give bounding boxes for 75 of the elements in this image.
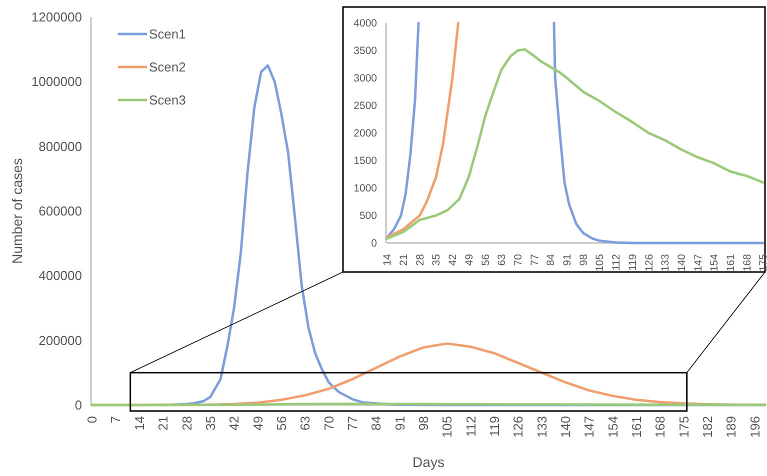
x-tick-label: 119 [486,416,502,437]
y-axis-title: Number of cases [9,158,25,264]
x-tick-label: 14 [382,254,394,266]
x-tick-label: 84 [368,416,384,430]
legend-label: Scen1 [149,26,186,42]
x-tick-label: 14 [132,416,147,430]
x-tick-label: 91 [562,254,574,266]
y-tick-label: 4000 [354,18,378,30]
x-tick-label: 63 [496,254,508,266]
x-tick-label: 140 [676,254,688,272]
x-tick-label: 21 [156,416,171,430]
x-tick-label: 105 [440,416,455,438]
y-tick-label: 2000 [354,128,378,140]
x-tick-label: 28 [414,254,426,266]
x-tick-label: 175 [676,416,692,438]
x-tick-label: 161 [724,254,737,272]
legend-label: Scen3 [149,92,186,108]
x-tick-label: 126 [510,416,526,438]
y-tick-label: 400000 [38,268,82,284]
x-tick-label: 98 [416,416,431,430]
x-tick-label: 63 [298,416,313,430]
x-tick-label: 56 [274,416,289,430]
line-series [386,22,460,239]
y-tick-label: 600000 [38,204,82,219]
x-tick-label: 112 [463,416,478,437]
x-tick-label: 70 [512,254,524,266]
y-tick-label: 200000 [38,332,82,348]
x-tick-label: 182 [700,416,716,438]
x-tick-label: 140 [558,416,574,438]
y-tick-label: 0 [74,398,82,413]
y-tick-label: 1000000 [31,74,82,90]
legend-label: Scen2 [149,60,186,75]
x-tick-label: 7 [108,416,124,424]
x-tick-label: 168 [652,416,668,438]
y-tick-label: 1500 [354,155,378,168]
x-tick-label: 91 [392,416,408,430]
x-tick-label: 70 [321,416,336,430]
y-tick-label: 3500 [354,45,378,58]
x-tick-label: 189 [724,416,739,438]
x-tick-label: 175 [758,254,767,272]
x-tick-label: 49 [463,254,476,266]
x-tick-label: 35 [202,416,218,430]
x-tick-label: 21 [398,254,410,266]
x-tick-label: 126 [643,254,656,272]
x-tick-label: 147 [692,254,704,272]
y-tick-label: 800000 [38,138,82,154]
x-tick-label: 119 [626,254,639,271]
x-tick-label: 196 [747,416,762,438]
x-tick-label: 133 [660,254,672,272]
x-tick-label: 154 [708,254,721,272]
x-tick-label: 168 [741,254,754,272]
x-tick-label: 0 [84,416,100,424]
x-tick-label: 84 [545,254,558,266]
x-tick-label: 28 [179,416,194,430]
x-tick-label: 154 [605,416,620,438]
x-tick-label: 77 [344,416,360,430]
x-tick-label: 133 [534,416,550,438]
y-tick-label: 1000 [354,182,378,195]
x-tick-label: 56 [480,254,492,266]
y-tick-label: 3000 [354,72,378,85]
x-tick-label: 42 [226,416,242,430]
x-tick-label: 147 [582,416,597,438]
y-tick-label: 2500 [354,100,378,112]
x-tick-label: 112 [610,254,623,271]
x-tick-label: 98 [578,254,590,266]
y-tick-label: 500 [359,210,378,222]
x-tick-label: 49 [250,416,266,430]
x-tick-label: 161 [629,416,644,438]
x-tick-label: 35 [430,254,443,266]
y-tick-label: 1200000 [31,10,82,25]
x-tick-label: 105 [594,254,606,272]
x-tick-label: 42 [447,254,460,266]
x-axis-title: Days [412,454,444,470]
x-tick-label: 77 [528,254,541,266]
y-tick-label: 0 [371,238,378,250]
